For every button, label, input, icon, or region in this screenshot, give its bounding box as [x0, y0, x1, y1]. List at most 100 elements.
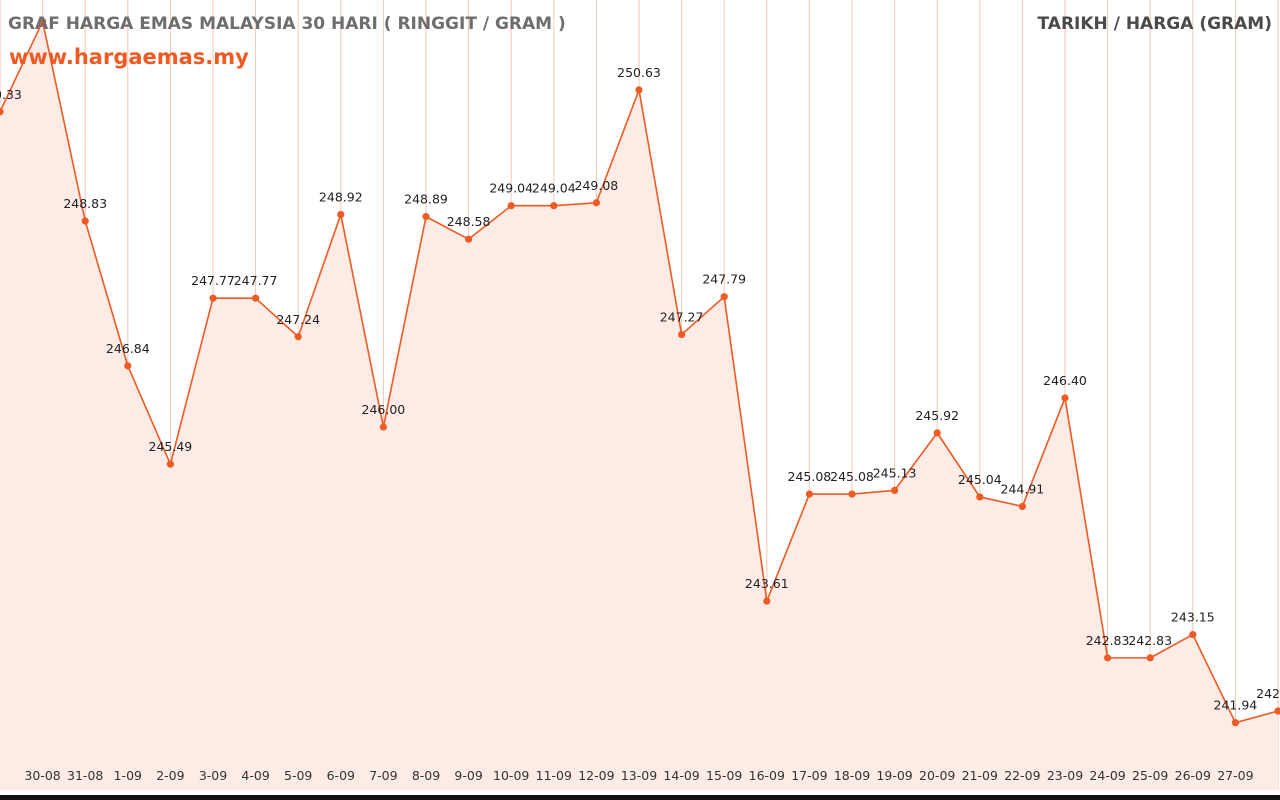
x-tick-label: 6-09	[327, 768, 355, 783]
data-label: 242.83	[1086, 633, 1130, 648]
bottom-edge-bar	[0, 795, 1280, 800]
x-tick-label: 31-08	[67, 768, 103, 783]
data-point	[507, 202, 515, 210]
x-tick-label: 16-09	[749, 768, 785, 783]
area-fill-path	[0, 21, 1278, 791]
x-tick-label: 9-09	[454, 768, 482, 783]
x-tick-label: 30-08	[24, 768, 60, 783]
data-label: 246.40	[1043, 373, 1087, 388]
data-label: 244.91	[1001, 481, 1045, 496]
data-point	[1104, 654, 1112, 662]
x-tick-label: 25-09	[1132, 768, 1168, 783]
x-tick-label: 2-09	[156, 768, 184, 783]
data-label: 247.79	[702, 272, 746, 287]
data-label: 247.77	[234, 273, 278, 288]
data-label: 250.33	[0, 87, 22, 102]
x-tick-label: 3-09	[199, 768, 227, 783]
x-tick-label: 20-09	[919, 768, 955, 783]
x-tick-label: 21-09	[962, 768, 998, 783]
x-tick-label: 26-09	[1175, 768, 1211, 783]
chart-title: GRAF HARGA EMAS MALAYSIA 30 HARI ( RINGG…	[8, 14, 566, 34]
data-point	[678, 330, 686, 339]
x-tick-label: 13-09	[621, 768, 657, 783]
data-label: 247.77	[191, 273, 235, 288]
data-point	[891, 486, 899, 494]
x-tick-label: 27-09	[1217, 768, 1253, 783]
data-label: 246.00	[362, 402, 406, 417]
data-point	[1061, 394, 1069, 402]
x-tick-label: 11-09	[536, 768, 572, 783]
chart-legend: TARIKH / HARGA (GRAM)	[1037, 14, 1272, 34]
data-point	[166, 460, 174, 468]
data-label: 242.10	[1256, 686, 1280, 701]
data-point	[976, 493, 984, 501]
data-label: 248.89	[404, 192, 448, 207]
data-point	[720, 293, 728, 301]
x-tick-label: 24-09	[1089, 768, 1125, 783]
data-label: 249.04	[532, 181, 576, 196]
site-link[interactable]: www.hargaemas.my	[9, 45, 249, 69]
data-point	[39, 17, 47, 26]
data-label: 249.08	[575, 178, 619, 193]
x-tick-label: 10-09	[493, 768, 529, 783]
data-label: 243.15	[1171, 610, 1215, 625]
data-label: 249.04	[489, 181, 533, 196]
x-tick-label: 5-09	[284, 768, 312, 783]
data-point	[124, 362, 132, 370]
x-tick-label: 14-09	[663, 768, 699, 783]
data-point	[1274, 707, 1280, 715]
data-point	[81, 217, 89, 225]
data-label: 247.27	[660, 310, 704, 325]
data-label: 245.04	[958, 472, 1002, 487]
x-tick-label: 12-09	[578, 768, 614, 783]
x-tick-label: 18-09	[834, 768, 870, 783]
data-label: 250.63	[617, 65, 661, 80]
data-point	[635, 86, 643, 94]
data-label: 245.13	[873, 465, 917, 480]
x-tick-label: 23-09	[1047, 768, 1083, 783]
data-label: 245.08	[830, 469, 874, 484]
data-point	[592, 199, 601, 207]
x-tick-label: 17-09	[791, 768, 827, 783]
data-label: 245.49	[149, 439, 193, 454]
x-tick-label: 4-09	[241, 768, 269, 783]
x-tick-label: 19-09	[876, 768, 912, 783]
data-point	[1018, 502, 1026, 511]
data-label: 248.58	[447, 214, 491, 229]
data-label: 248.83	[63, 196, 107, 211]
x-tick-label: 8-09	[412, 768, 440, 783]
data-label: 243.61	[745, 576, 789, 591]
x-tick-label: 22-09	[1004, 768, 1040, 783]
x-tick-label: 1-09	[114, 768, 142, 783]
x-tick-label: 7-09	[369, 768, 397, 783]
data-label: 245.08	[788, 469, 832, 484]
data-label: 245.92	[915, 408, 959, 423]
data-label: 241.94	[1214, 698, 1258, 713]
data-label: 246.84	[106, 341, 150, 356]
data-label: 247.24	[276, 312, 320, 327]
data-point	[465, 235, 473, 243]
data-point	[379, 423, 387, 431]
data-point	[1146, 654, 1154, 662]
data-point	[0, 108, 4, 116]
data-point	[422, 213, 430, 221]
data-label: 248.92	[319, 189, 363, 204]
data-point	[252, 294, 260, 302]
data-point	[848, 490, 856, 498]
data-point	[550, 202, 558, 210]
data-point	[805, 490, 814, 498]
data-point	[337, 210, 345, 219]
data-point	[933, 429, 941, 437]
data-point	[763, 597, 771, 605]
data-point	[294, 333, 302, 341]
data-point	[209, 294, 217, 302]
data-point	[1231, 719, 1239, 727]
data-points	[0, 17, 1280, 727]
data-label: 242.83	[1128, 633, 1172, 648]
x-axis-ticks: 30-08 31-08 1-09 2-09 3-09 4-09 5-09 6-09 7-09 8-…	[24, 768, 1253, 783]
area-fill	[0, 21, 1278, 791]
x-tick-label: 15-09	[706, 768, 742, 783]
